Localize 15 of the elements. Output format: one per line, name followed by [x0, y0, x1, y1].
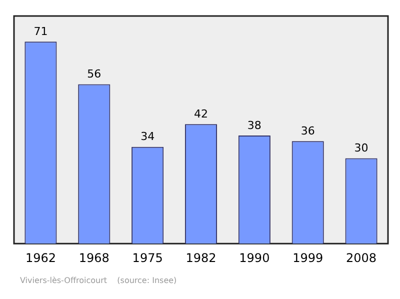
text: Viviers-lès-Offroicourt (source: Insee): [20, 276, 177, 285]
data-label: 36: [300, 124, 315, 138]
data-label: 30: [354, 142, 368, 155]
x-tick-label: 1962: [25, 250, 56, 265]
data-label: 34: [140, 130, 155, 144]
x-tick-label: 1990: [239, 250, 270, 265]
x-tick-label: 1975: [132, 250, 163, 265]
data-label: 42: [194, 107, 208, 120]
x-tick-label: 2008: [346, 250, 377, 265]
x-tick-label: 1968: [78, 250, 110, 265]
x-tick-label: 1982: [186, 250, 216, 265]
data-label: 38: [247, 118, 262, 132]
data-label: 56: [87, 68, 102, 81]
x-tick-label: 1999: [292, 250, 324, 265]
data-label: 71: [34, 24, 48, 38]
